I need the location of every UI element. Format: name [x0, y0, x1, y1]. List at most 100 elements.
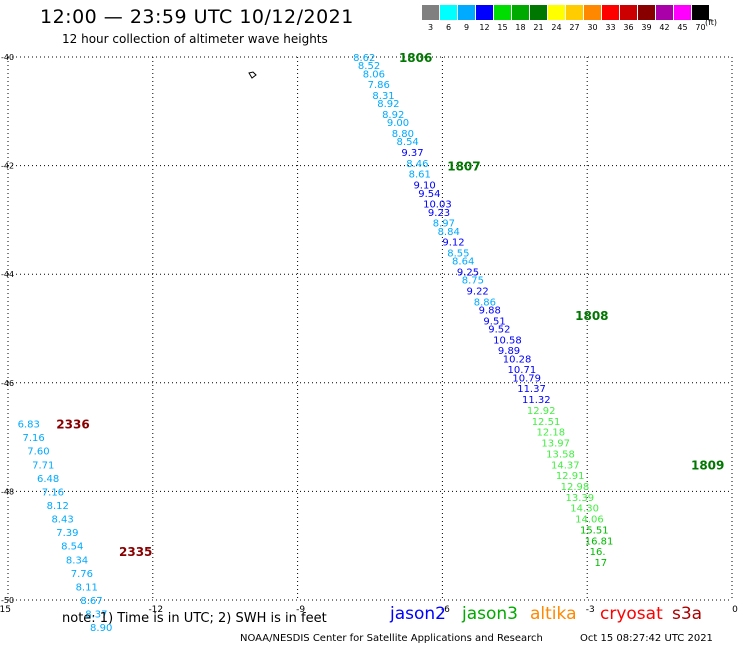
swh-value: 9.88 [479, 305, 501, 316]
swh-value: 9.23 [428, 208, 450, 219]
y-tick-label: -40 [1, 53, 14, 62]
swh-value: 14.37 [551, 460, 580, 471]
swh-value: 9.54 [418, 189, 440, 200]
legend-label: 39 [641, 23, 652, 32]
swh-value: 10.79 [512, 373, 541, 384]
swh-value: 10.71 [508, 365, 537, 376]
swh-value: 8.12 [47, 501, 69, 512]
y-tick-label: -46 [1, 379, 14, 388]
legend-swatch [476, 5, 493, 20]
swh-value: 9.25 [457, 267, 479, 278]
swh-value: 8.75 [462, 276, 484, 287]
swh-value: 12.92 [527, 406, 556, 417]
swh-value: 10.28 [503, 354, 532, 365]
track-label: 1806 [399, 51, 432, 65]
swh-value: 8.31 [372, 91, 394, 102]
swh-value: 6.83 [18, 420, 40, 431]
swh-value: 8.97 [433, 219, 455, 230]
legend-label: 21 [533, 23, 544, 32]
island-icon [248, 71, 257, 79]
swh-value: 16. [590, 547, 606, 558]
swh-value: 6.48 [37, 474, 59, 485]
swh-value: 8.06 [363, 69, 385, 80]
legend-label: 15 [497, 23, 508, 32]
swh-value: 8.46 [406, 159, 428, 170]
track-labels: 1806 1807 1808 1809 2336 2335 [56, 51, 724, 559]
legend-swatch [512, 5, 529, 20]
swh-value: 8.80 [392, 129, 414, 140]
swh-value: 10.58 [493, 335, 522, 346]
legend-label: 18 [515, 23, 526, 32]
swh-value: 7.39 [56, 528, 78, 539]
legend-label: 24 [551, 23, 562, 32]
swh-value: 8.64 [452, 257, 474, 268]
track-label: 1809 [691, 458, 724, 472]
swh-value: 14.06 [575, 515, 604, 526]
legend-label: 42 [659, 23, 670, 32]
track-label: 1807 [447, 160, 480, 174]
swh-value: 8.90 [90, 623, 112, 634]
swh-value: 12.18 [537, 428, 566, 439]
swh-value: 8.54 [61, 542, 83, 553]
x-tick-label: -12 [148, 605, 163, 615]
y-tick-label: -42 [1, 162, 14, 171]
track-label: 2336 [56, 418, 89, 432]
credit-line: NOAA/NESDIS Center for Satellite Applica… [240, 633, 543, 644]
swh-value: 7.16 [22, 433, 44, 444]
x-tick-label: -15 [0, 605, 11, 615]
swh-value: 8.37 [85, 610, 107, 621]
legend-swatch [674, 5, 691, 20]
legend-label: 33 [605, 23, 616, 32]
legend-label: 12 [479, 23, 490, 32]
swh-value: 9.51 [483, 316, 505, 327]
swh-value: 14.30 [570, 504, 599, 515]
y-tick-label: -48 [1, 487, 14, 496]
swh-value: 13.58 [546, 449, 575, 460]
x-tick-label: 0 [732, 605, 738, 615]
swh-value: 13.97 [541, 439, 570, 450]
swh-value: 7.16 [42, 487, 64, 498]
x-tick-label: -3 [586, 605, 595, 615]
swh-value: 12.51 [532, 417, 561, 428]
swh-value: 7.76 [71, 569, 93, 580]
swh-value: 8.92 [382, 110, 404, 121]
legend-label: 3 [427, 23, 434, 32]
swh-value: 8.52 [358, 61, 380, 72]
swh-value: 9.89 [498, 346, 520, 357]
swh-value: 8.92 [377, 99, 399, 110]
swh-value: 8.55 [447, 248, 469, 259]
swh-value: 8.34 [66, 555, 88, 566]
x-tick-label: -9 [296, 605, 305, 615]
swh-value: 8.86 [474, 297, 496, 308]
legend-label: 30 [587, 23, 598, 32]
swh-value: 8.67 [80, 596, 102, 607]
legend-label: 9 [463, 23, 470, 32]
swh-value: 11.32 [522, 395, 551, 406]
swh-value: 9.12 [442, 238, 464, 249]
satellite-jason3: jason3 [462, 604, 518, 624]
swh-value: 7.86 [368, 80, 390, 91]
data-points: 8.628.528.067.868.318.928.929.008.808.54… [18, 53, 614, 634]
swh-value: 17 [594, 558, 607, 569]
generated-timestamp: Oct 15 08:27:42 UTC 2021 [580, 633, 713, 644]
swh-value: 7.71 [32, 460, 54, 471]
swh-value: 7.60 [27, 447, 49, 458]
swh-value: 13.39 [565, 493, 594, 504]
swh-value: 8.62 [353, 53, 375, 64]
satellite-s3a: s3a [672, 604, 703, 624]
track-label: 2335 [119, 545, 152, 559]
satellite-jason2: jason2 [390, 604, 446, 624]
legend-label: 45 [677, 23, 688, 32]
chart-title: 12:00 — 23:59 UTC 10/12/2021 [40, 6, 354, 28]
legend-swatch [584, 5, 601, 20]
x-tick-label: -6 [441, 605, 450, 615]
swh-value: 15.51 [580, 525, 609, 536]
satellite-altika: altika [530, 604, 577, 624]
swh-value: 10.03 [423, 200, 452, 211]
swh-value: 9.37 [401, 148, 423, 159]
swh-value: 8.11 [76, 582, 98, 593]
swh-value: 9.22 [467, 286, 489, 297]
legend-label: 27 [569, 23, 580, 32]
legend-swatch [440, 5, 457, 20]
swh-value: 9.52 [488, 325, 510, 336]
